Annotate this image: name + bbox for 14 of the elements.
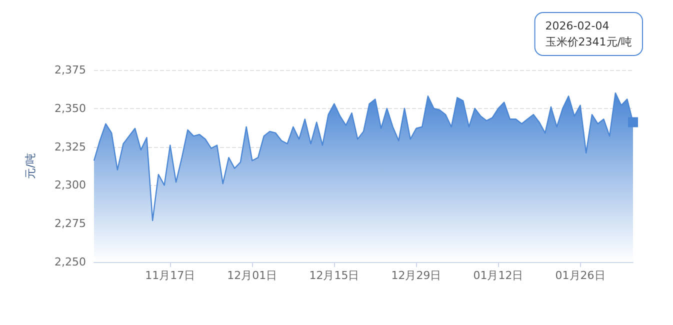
- x-tick-label: 01月12日: [473, 269, 524, 282]
- y-tick-label: 2,300: [54, 178, 86, 192]
- x-tick-label: 12月29日: [391, 269, 442, 282]
- x-tick-label: 12月15日: [309, 269, 360, 282]
- y-axis-title: 元/吨: [24, 153, 37, 179]
- y-tick-label: 2,325: [54, 140, 86, 154]
- y-tick-label: 2,375: [54, 64, 86, 76]
- text: 2026-02-04 玉米价2341元/吨: [545, 20, 632, 48]
- y-tick-label: 2,275: [54, 217, 86, 230]
- y-tick-label: 2,350: [54, 102, 86, 115]
- x-tick-label: 12月01日: [227, 269, 278, 282]
- x-tick-label: 01月26日: [555, 269, 606, 282]
- x-tick-label: 11月17日: [145, 269, 196, 282]
- y-tick-label: 2,250: [54, 256, 86, 268]
